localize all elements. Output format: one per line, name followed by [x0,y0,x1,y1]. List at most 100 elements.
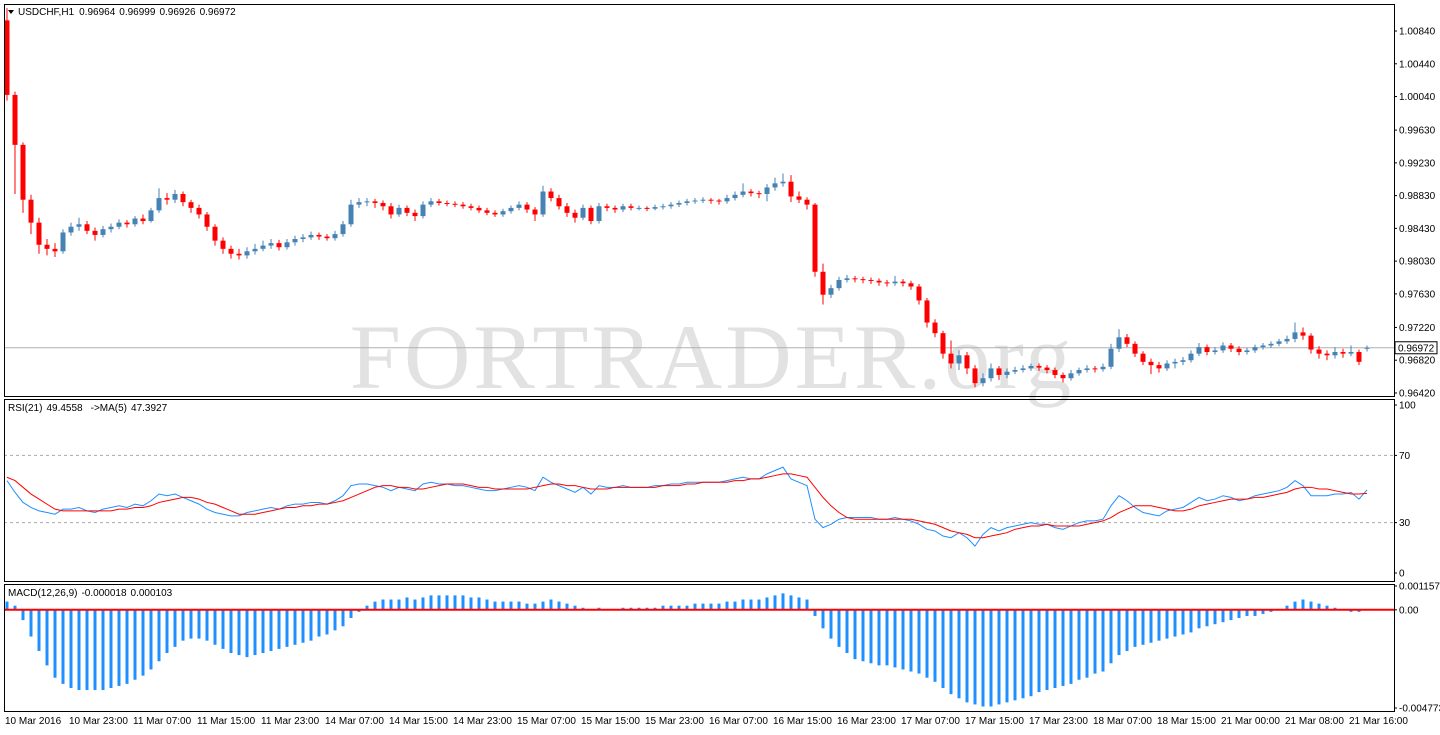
rsi-title: RSI(21) 49.4558 ->MA(5) 47.3927 [8,403,168,414]
y-tick-label: 0.96820 [1399,356,1436,367]
candle-body [292,239,298,243]
histogram-bar [1189,609,1193,633]
candle-body [372,201,378,203]
candle-body [996,368,1002,375]
x-tick-label: 14 Mar 15:00 [389,716,448,727]
candle-body [948,353,954,364]
candle-body [1196,347,1202,354]
candle-body [692,200,698,202]
histogram-bar [1317,603,1321,610]
candle-body [820,271,826,295]
candle-body [724,198,730,202]
histogram-bar [1213,609,1217,625]
y-tick-label: 30 [1399,518,1411,529]
candle-body [1300,332,1306,336]
histogram-bar [1301,599,1305,610]
candle-body [908,283,914,287]
histogram-bar [1197,609,1201,629]
rsi-frame [4,399,1395,582]
candle-body [516,204,522,208]
candle-body [900,281,906,284]
histogram-bar [405,597,409,610]
histogram-bar [869,609,873,664]
candle-body [1292,332,1298,339]
candle-body [164,198,170,200]
candle-body [700,199,706,201]
x-tick-label: 17 Mar 15:00 [965,716,1024,727]
candle-body [1284,338,1290,342]
candle-body [1052,370,1058,375]
histogram-bar [909,609,913,672]
candle-body [100,229,106,235]
x-tick-label: 15 Mar 23:00 [645,716,704,727]
candle-body [1236,348,1242,353]
candle-body [636,207,642,209]
histogram-bar [677,605,681,610]
histogram-bar [653,607,657,610]
y-tick-label: 0.98830 [1399,191,1436,202]
candle-body [564,206,570,213]
histogram-bar [1117,609,1121,656]
histogram-bar [565,603,569,610]
histogram-bar [1133,609,1137,647]
candle-body [740,191,746,195]
candle-body [348,204,354,225]
histogram-bar [773,595,777,610]
histogram-bar [181,609,185,641]
candle-body [404,207,410,213]
candle-body [468,206,474,208]
candle-body [1140,353,1146,362]
histogram-bar [189,609,193,639]
ma-last: 47.3927 [131,403,168,414]
candle-body [1364,347,1370,349]
histogram-bar [549,599,553,610]
candle-body [556,198,562,207]
candle-body [12,94,18,145]
histogram-bar [957,609,961,699]
candle-body [4,20,10,95]
histogram-bar [1045,609,1049,691]
histogram-bar [1229,609,1233,621]
histogram-bar [917,609,921,674]
candle-body [1252,347,1258,351]
candle-body [652,207,658,209]
x-tick-label: 11 Mar 07:00 [133,716,192,727]
candle-body [1164,363,1170,369]
candle-body [124,222,130,225]
histogram-bar [845,609,849,654]
price-label: 0.96972 [1398,343,1435,354]
histogram-bar [213,609,217,645]
candle-body [1036,365,1042,368]
candle-body [396,207,402,215]
x-tick-label: 16 Mar 07:00 [709,716,768,727]
x-tick-label: 17 Mar 07:00 [901,716,960,727]
candle-body [252,248,258,252]
candle-body [52,248,58,252]
candle-body [204,214,210,227]
candle-body [1180,360,1186,362]
histogram-bar [453,595,457,610]
candle-body [388,206,394,215]
histogram-bar [253,609,257,656]
candle-body [44,244,50,249]
y-tick-label: 0.96420 [1399,388,1436,399]
candle-body [532,209,538,215]
histogram-bar [293,609,297,645]
histogram-bar [5,601,9,610]
candle-body [988,368,994,379]
histogram-bar [933,609,937,682]
histogram-bar [861,609,865,662]
candle-body [1276,341,1282,344]
candle-body [1156,365,1162,369]
histogram-bar [1069,609,1073,684]
candle-body [1204,347,1210,353]
histogram-bar [245,609,249,658]
histogram-bar [517,601,521,610]
histogram-bar [525,603,529,610]
y-tick-label: 0.00 [1399,605,1419,616]
candle-body [980,378,986,384]
histogram-bar [789,595,793,610]
candle-body [508,207,514,212]
candle-body [1044,367,1050,371]
histogram-bar [1093,609,1097,674]
